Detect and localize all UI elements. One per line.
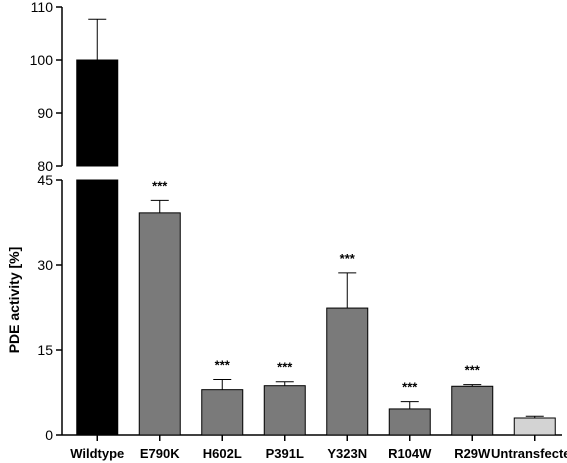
x-label-h602l: H602L	[203, 446, 242, 461]
x-label-p391l: P391L	[266, 446, 304, 461]
x-label-r104w: R104W	[388, 446, 432, 461]
x-label-wildtype: Wildtype	[70, 446, 124, 461]
bars	[76, 59, 556, 436]
bar-h602l	[201, 389, 244, 436]
y-tick-label: 100	[30, 52, 54, 68]
x-label-y323n: Y323N	[327, 446, 367, 461]
bar-wildtype-lower	[76, 179, 119, 436]
x-label-r29w: R29W	[454, 446, 491, 461]
x-label-untransfected: Untransfected	[491, 446, 567, 461]
y-tick-label: 80	[37, 158, 53, 174]
significance-r104w: ***	[402, 380, 418, 395]
x-tick-labels: Wildtype E790K H602L P391L Y323N R104W R29W Unt…	[70, 446, 567, 461]
y-tick-label: 15	[37, 342, 53, 358]
y-axis-label: PDE activity [%]	[6, 247, 22, 354]
y-tick-labels: 80 90 100 110 0 15 30 45	[30, 0, 54, 443]
significance-r29w: ***	[465, 363, 481, 378]
significance-e790k: ***	[152, 178, 168, 193]
y-tick-label: 90	[37, 105, 53, 121]
bar-untransfected	[513, 417, 556, 436]
error-bars	[88, 18, 544, 418]
y-tick-label: 0	[45, 427, 53, 443]
bar-e790k	[138, 212, 181, 436]
bar-y323n	[326, 307, 369, 436]
y-tick-label: 30	[37, 257, 53, 273]
significance-marks: *** *** *** *** *** ***	[152, 178, 481, 394]
bar-r29w	[451, 385, 494, 436]
bar-r104w	[388, 408, 431, 436]
bar-wildtype-upper	[76, 59, 119, 167]
axes	[56, 6, 562, 441]
y-tick-label: 110	[31, 0, 54, 15]
significance-y323n: ***	[340, 251, 356, 266]
significance-h602l: ***	[215, 357, 231, 372]
x-label-e790k: E790K	[140, 446, 180, 461]
bar-p391l	[263, 385, 306, 436]
y-tick-label: 45	[37, 172, 53, 188]
significance-p391l: ***	[277, 360, 293, 375]
